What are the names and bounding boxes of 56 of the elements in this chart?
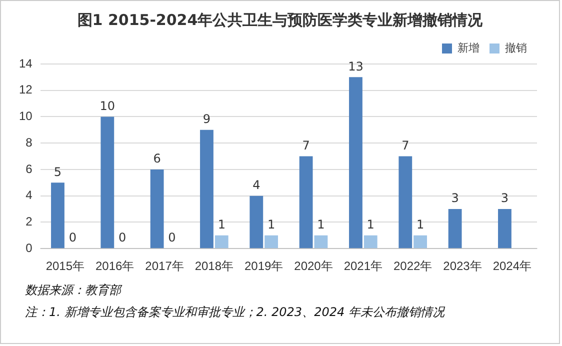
data-label: 3 (500, 191, 509, 206)
bar (214, 235, 228, 248)
bar (264, 235, 278, 248)
x-tick-label: 2023年 (443, 259, 482, 274)
bar (299, 156, 313, 248)
data-label: 13 (348, 59, 364, 74)
y-tick-label: 4 (26, 188, 33, 202)
chart-title: 图1 2015-2024年公共卫生与预防医学类专业新增撤销情况 (76, 11, 484, 31)
data-label: 1 (267, 218, 276, 232)
data-label: 6 (153, 152, 161, 166)
x-tick-label: 2018年 (194, 259, 234, 274)
x-tick-label: 2021年 (344, 259, 383, 274)
x-tick-label: 2019年 (244, 259, 284, 274)
y-tick-label: 2 (26, 214, 33, 229)
data-label: 1 (317, 218, 325, 232)
y-tick-label: 12 (18, 82, 33, 97)
y-tick-label: 10 (18, 109, 33, 124)
source-note: 数据来源：教育部 (25, 282, 124, 299)
x-tick-label: 2017年 (145, 259, 184, 274)
bar (349, 77, 362, 248)
data-label: 1 (416, 218, 424, 232)
y-tick-label: 6 (26, 162, 33, 176)
data-label: 9 (202, 112, 211, 126)
y-tick-label: 14 (18, 56, 33, 70)
data-label: 7 (302, 138, 310, 152)
bar (250, 196, 264, 248)
x-tick-label: 2016年 (95, 259, 134, 274)
bar (200, 130, 214, 248)
data-label: 0 (118, 230, 126, 245)
data-label: 5 (54, 164, 62, 179)
bar (498, 209, 512, 248)
y-tick-label: 8 (26, 135, 33, 150)
data-label: 3 (451, 191, 459, 206)
data-label: 7 (402, 138, 410, 152)
bar (51, 182, 64, 248)
legend-label: 新增 (458, 41, 480, 54)
bar (398, 156, 412, 248)
bar (448, 209, 462, 248)
text: 注：1. 新增专业包含备案专业和审批专业；2. 2023、2024 年未公布撤销情况 (25, 304, 446, 321)
x-tick-label: 2020年 (294, 259, 333, 274)
data-label: 1 (366, 218, 374, 232)
bar (364, 235, 378, 248)
data-label: 0 (168, 230, 176, 245)
data-label: 10 (100, 98, 116, 113)
data-label: 1 (218, 218, 226, 232)
x-tick-label: 2022年 (393, 259, 432, 274)
data-label: 0 (68, 230, 76, 245)
bar (100, 116, 114, 248)
data-label: 4 (252, 178, 260, 192)
x-tick-label: 2015年 (46, 259, 85, 274)
bar (314, 235, 328, 248)
bar (414, 235, 427, 248)
legend-label: 撤销 (505, 41, 527, 54)
x-tick-label: 2024年 (492, 259, 532, 274)
y-tick-label: 0 (26, 240, 33, 255)
bar (150, 169, 164, 248)
